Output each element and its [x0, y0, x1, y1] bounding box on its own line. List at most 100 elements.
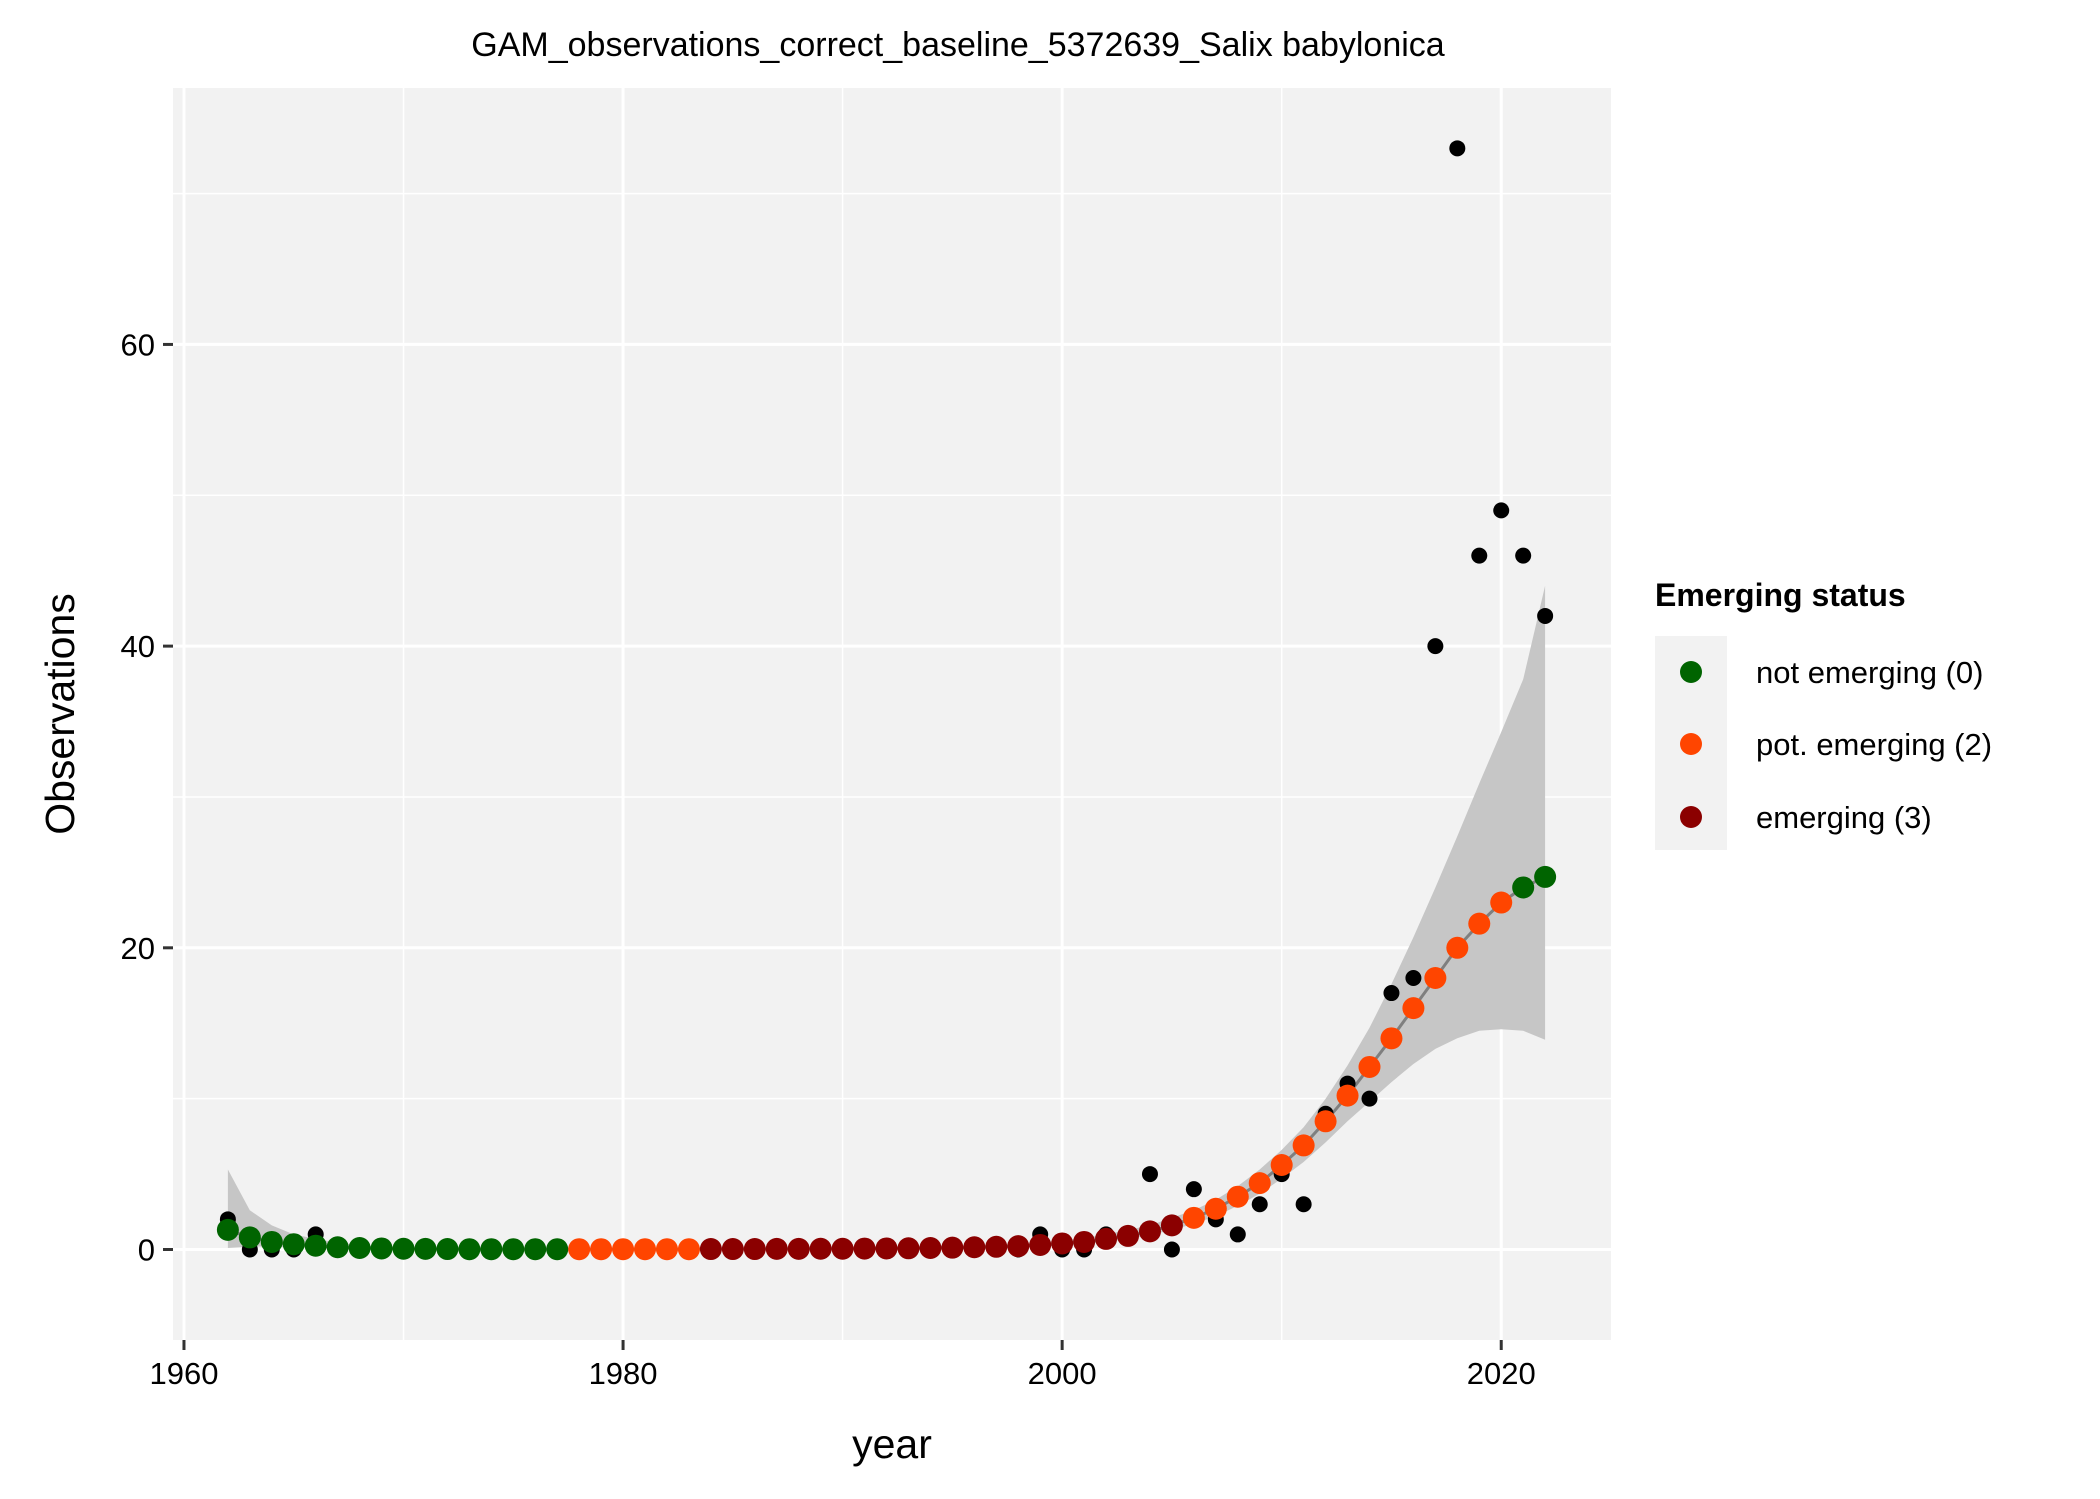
fitted-status-point [634, 1238, 657, 1261]
fitted-status-point [1424, 966, 1447, 989]
observation-point [1449, 140, 1466, 157]
y-tick-label: 40 [121, 629, 155, 664]
x-axis: 1960 1980 2000 2020 [149, 1340, 1536, 1391]
y-tick-label: 60 [121, 327, 155, 362]
plot-panel [173, 88, 1611, 1340]
observation-point [1427, 638, 1444, 655]
legend-label-not-emerging: not emerging (0) [1756, 655, 1983, 690]
fitted-status-point [1468, 912, 1491, 935]
fitted-status-point [480, 1238, 503, 1261]
fitted-status-point [875, 1237, 898, 1260]
fitted-status-point [743, 1238, 766, 1261]
fitted-status-point [1007, 1235, 1030, 1258]
observation-point [1251, 1196, 1268, 1213]
fitted-status-point [1204, 1197, 1227, 1220]
fitted-status-point [1095, 1227, 1118, 1250]
fitted-status-point [1314, 1110, 1337, 1133]
x-axis-label: year [852, 1421, 932, 1467]
legend-key-emerging [1680, 806, 1702, 828]
x-tick-label: 2020 [1467, 1356, 1536, 1391]
fitted-status-point [699, 1238, 722, 1261]
chart-title: GAM_observations_correct_baseline_537263… [471, 26, 1444, 64]
fitted-status-point [1248, 1172, 1271, 1195]
y-axis-label: Observations [37, 593, 83, 835]
fitted-status-point [436, 1238, 459, 1261]
observation-point [1537, 607, 1554, 624]
fitted-status-point [941, 1236, 964, 1259]
fitted-status-point [1534, 865, 1557, 888]
fitted-status-point [963, 1236, 986, 1259]
fitted-status-point [590, 1238, 613, 1261]
fitted-status-point [985, 1235, 1008, 1258]
y-tick-label: 20 [121, 931, 155, 966]
observation-point [1361, 1090, 1378, 1107]
observation-point [1471, 547, 1488, 564]
y-tick-label: 0 [138, 1232, 155, 1267]
observation-point [1141, 1166, 1158, 1183]
observation-point [1493, 502, 1510, 519]
fitted-status-point [260, 1230, 283, 1253]
fitted-status-point [568, 1238, 591, 1261]
fitted-status-point [1402, 997, 1425, 1020]
fitted-status-point [831, 1237, 854, 1260]
fitted-status-point [1051, 1232, 1074, 1255]
fitted-status-point [348, 1236, 371, 1259]
fitted-status-point [853, 1237, 876, 1260]
legend-key-pot-emerging [1680, 733, 1702, 755]
fitted-status-point [1380, 1027, 1403, 1050]
fitted-status-point [546, 1238, 569, 1261]
fitted-status-point [1270, 1154, 1293, 1177]
observation-point [1515, 547, 1532, 564]
fitted-status-point [524, 1238, 547, 1261]
fitted-status-point [1358, 1055, 1381, 1078]
legend-key-not-emerging [1680, 661, 1702, 683]
fitted-status-point [1512, 876, 1535, 899]
fitted-status-point [1446, 936, 1469, 959]
fitted-status-point [655, 1238, 678, 1261]
fitted-status-point [787, 1237, 810, 1260]
fitted-status-point [809, 1237, 832, 1260]
fitted-status-point [238, 1226, 261, 1249]
observation-point [1185, 1181, 1202, 1198]
fitted-status-point [282, 1233, 305, 1256]
fitted-status-point [1117, 1224, 1140, 1247]
x-tick-label: 1980 [589, 1356, 658, 1391]
observation-point [1229, 1226, 1246, 1243]
legend-entry-not-emerging: not emerging (0) [1680, 655, 1983, 690]
fitted-status-point [897, 1237, 920, 1260]
fitted-status-point [721, 1238, 744, 1261]
fitted-status-point [216, 1218, 239, 1241]
fitted-status-point [1138, 1220, 1161, 1243]
fitted-status-point [1073, 1230, 1096, 1253]
fitted-status-point [326, 1236, 349, 1259]
fitted-status-point [392, 1237, 415, 1260]
fitted-status-point [1182, 1206, 1205, 1229]
observation-point [1295, 1196, 1312, 1213]
fitted-status-points [216, 865, 1557, 1261]
x-tick-label: 1960 [149, 1356, 218, 1391]
legend-label-emerging: emerging (3) [1756, 800, 1932, 835]
fitted-status-point [765, 1237, 788, 1260]
fitted-status-point [1226, 1185, 1249, 1208]
legend-entry-emerging: emerging (3) [1680, 800, 1932, 835]
y-axis: 0 20 40 60 [121, 327, 173, 1267]
fitted-status-point [677, 1238, 700, 1261]
fitted-status-point [1160, 1214, 1183, 1237]
legend: Emerging status not emerging (0) pot. em… [1655, 577, 1992, 850]
legend-entry-pot-emerging: pot. emerging (2) [1680, 727, 1992, 762]
observation-point [1163, 1241, 1180, 1258]
fitted-status-point [1029, 1233, 1052, 1256]
observation-point [1383, 985, 1400, 1002]
fitted-status-point [1292, 1134, 1315, 1157]
x-tick-label: 2000 [1028, 1356, 1097, 1391]
fitted-status-point [919, 1236, 942, 1259]
legend-title: Emerging status [1655, 577, 1906, 613]
observation-point [1405, 969, 1422, 986]
fitted-status-point [612, 1238, 635, 1261]
fitted-status-point [502, 1238, 525, 1261]
fitted-status-point [458, 1238, 481, 1261]
fitted-status-point [370, 1237, 393, 1260]
fitted-status-point [1336, 1084, 1359, 1107]
fitted-status-point [414, 1237, 437, 1260]
